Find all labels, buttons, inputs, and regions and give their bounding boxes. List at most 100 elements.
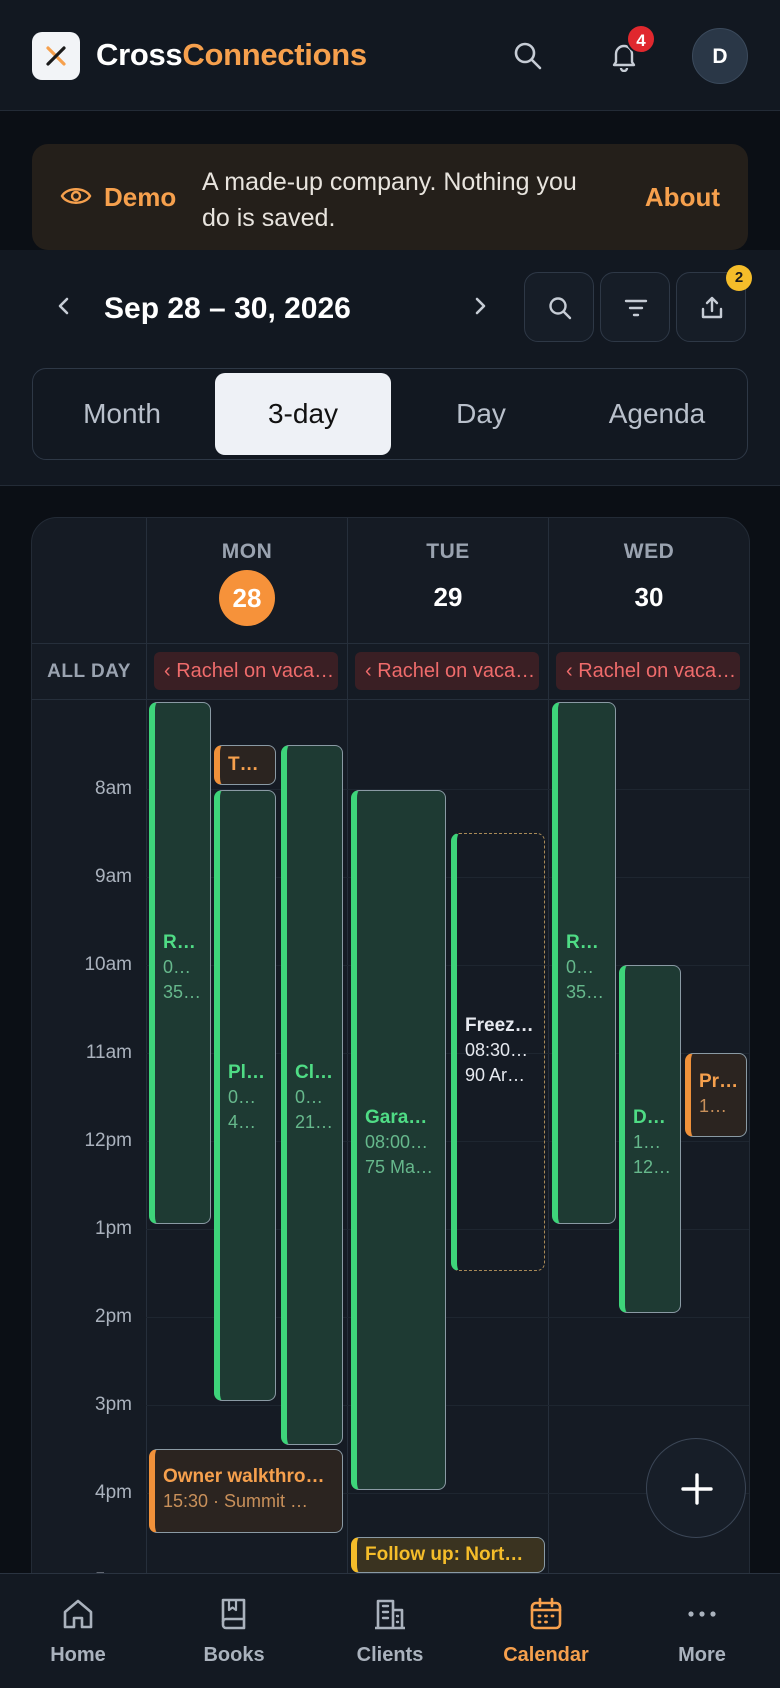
event-location: 21… xyxy=(295,1112,334,1132)
event-location: 90 Ar… xyxy=(465,1065,526,1085)
nav-calendar-label: Calendar xyxy=(503,1644,589,1666)
nav-more[interactable]: More xyxy=(624,1574,780,1688)
event-time: 0… xyxy=(163,957,192,977)
hour-label: 4pm xyxy=(95,1482,132,1503)
nav-calendar[interactable]: Calendar xyxy=(468,1574,624,1688)
event-title: T… xyxy=(228,754,259,775)
day-number-today[interactable]: 28 xyxy=(154,570,340,626)
eye-icon xyxy=(60,188,92,204)
plus-icon xyxy=(681,1473,713,1505)
event-time: 0… xyxy=(228,1087,257,1107)
previous-range-button[interactable] xyxy=(44,286,84,326)
demo-description: A made-up company. Nothing you do is sav… xyxy=(202,168,577,232)
event-title: Cl… xyxy=(295,1062,333,1083)
view-month-tab[interactable]: Month xyxy=(83,398,161,429)
event-time: 08:00… xyxy=(365,1132,429,1152)
all-day-event-title: Rachel on vacation xyxy=(176,660,338,682)
user-avatar[interactable]: D xyxy=(692,28,748,84)
calendar-event[interactable]: R… 0… 35… xyxy=(552,702,616,1224)
day-number-29[interactable]: 29 xyxy=(433,582,463,612)
filter-button[interactable] xyxy=(600,272,670,342)
view-agenda-tab[interactable]: Agenda xyxy=(608,398,706,429)
day-number-30[interactable]: 30 xyxy=(634,582,664,612)
view-3day-tab[interactable]: 3-day xyxy=(215,373,391,455)
notification-count-badge: 4 xyxy=(626,24,656,54)
cross-logo-icon xyxy=(46,46,66,66)
calendar-event[interactable]: Owner walkthro… 15:30 · Summit … xyxy=(149,1449,343,1533)
nav-clients-label: Clients xyxy=(356,1644,424,1666)
day-of-week-wed: WED xyxy=(623,540,675,563)
event-title: R… xyxy=(566,932,599,953)
day-of-week-mon: MON xyxy=(221,540,273,563)
hour-label: 11am xyxy=(85,1042,132,1063)
calendar-event[interactable]: R… 0… 35… xyxy=(149,702,211,1224)
calendar-event-tentative[interactable]: Freez… 08:30… 90 Ar… xyxy=(451,833,545,1271)
event-location: 12… xyxy=(633,1157,672,1177)
event-title: Pr… xyxy=(699,1071,739,1092)
calendar-icon xyxy=(530,1597,562,1630)
calendar-event[interactable]: Follow up: Nort… xyxy=(351,1537,545,1573)
all-day-event-title: Rachel on vacation xyxy=(377,660,539,682)
chevron-left-icon xyxy=(58,297,69,315)
calendar-event[interactable]: Pl… 0… 4… xyxy=(214,790,276,1401)
more-dots-icon xyxy=(688,1611,716,1617)
calendar-event[interactable]: Gara… 08:00… 75 Ma… xyxy=(351,790,446,1490)
nav-home[interactable]: Home xyxy=(0,1574,156,1688)
all-day-event-tue[interactable]: ‹ Rachel on vacation xyxy=(355,652,539,690)
all-day-label: ALL DAY xyxy=(47,661,131,682)
hour-label: 3pm xyxy=(95,1394,132,1415)
today-marker: 28 xyxy=(219,570,275,626)
brand-name-part1: Cross xyxy=(96,37,183,72)
calendar-event[interactable]: Cl… 0… 21… xyxy=(281,745,343,1445)
search-icon xyxy=(549,297,572,320)
home-icon xyxy=(63,1599,93,1629)
demo-label: Demo xyxy=(104,182,177,212)
event-title: Follow up: Nort… xyxy=(365,1544,524,1565)
calendar-event[interactable]: D… 1… 12… xyxy=(619,965,681,1313)
event-location: 75 Ma… xyxy=(365,1157,434,1177)
demo-banner: Demo A made-up company. Nothing you do i… xyxy=(32,144,748,250)
add-event-button[interactable] xyxy=(646,1438,746,1538)
calendar-event[interactable]: T… xyxy=(214,745,276,785)
all-day-event-mon[interactable]: ‹ Rachel on vacation xyxy=(154,652,338,690)
bottom-navigation: Home Books Clients Calendar More xyxy=(0,1573,780,1688)
app-header: CrossConnections 4 D xyxy=(0,0,780,111)
book-icon xyxy=(221,1598,246,1630)
day-of-week-tue: TUE xyxy=(426,540,470,563)
share-icon xyxy=(701,296,723,319)
calendar-event[interactable]: Pr… 1… xyxy=(685,1053,747,1137)
chevron-right-icon xyxy=(475,297,486,315)
view-day-tab[interactable]: Day xyxy=(456,398,506,429)
brand-name-part2: Connections xyxy=(182,37,367,72)
event-time: 1… xyxy=(699,1096,728,1116)
search-button[interactable] xyxy=(506,34,550,78)
nav-clients[interactable]: Clients xyxy=(312,1574,468,1688)
share-count-badge: 2 xyxy=(726,265,752,291)
next-range-button[interactable] xyxy=(460,286,500,326)
calendar-search-button[interactable] xyxy=(524,272,594,342)
event-location: 35… xyxy=(566,982,605,1002)
event-title: Freez… xyxy=(465,1015,534,1036)
search-icon xyxy=(514,42,542,70)
calendar-toolbar: Sep 28 – 30, 2026 2 Month 3-day Day Agen… xyxy=(0,250,780,486)
hour-label: 10am xyxy=(84,954,132,975)
nav-more-label: More xyxy=(678,1644,726,1666)
app-logo[interactable] xyxy=(32,32,80,80)
event-location: 35… xyxy=(163,982,202,1002)
all-day-event-title: Rachel on vacation xyxy=(578,660,740,682)
event-time: 08:30… xyxy=(465,1040,529,1060)
event-time-location: 15:30 · Summit … xyxy=(163,1491,309,1511)
event-title: R… xyxy=(163,932,196,953)
event-time: 1… xyxy=(633,1132,662,1152)
event-time: 0… xyxy=(566,957,595,977)
view-switcher: Month 3-day Day Agenda xyxy=(32,368,748,460)
about-link[interactable]: About xyxy=(644,182,720,212)
date-range-title: Sep 28 – 30, 2026 xyxy=(104,292,351,325)
building-icon xyxy=(375,1599,405,1630)
nav-books[interactable]: Books xyxy=(156,1574,312,1688)
hour-label: 8am xyxy=(95,778,132,799)
nav-books-label: Books xyxy=(203,1644,265,1666)
all-day-event-wed[interactable]: ‹ Rachel on vacation xyxy=(556,652,740,690)
nav-home-label: Home xyxy=(50,1644,106,1666)
hour-label: 1pm xyxy=(95,1218,132,1239)
